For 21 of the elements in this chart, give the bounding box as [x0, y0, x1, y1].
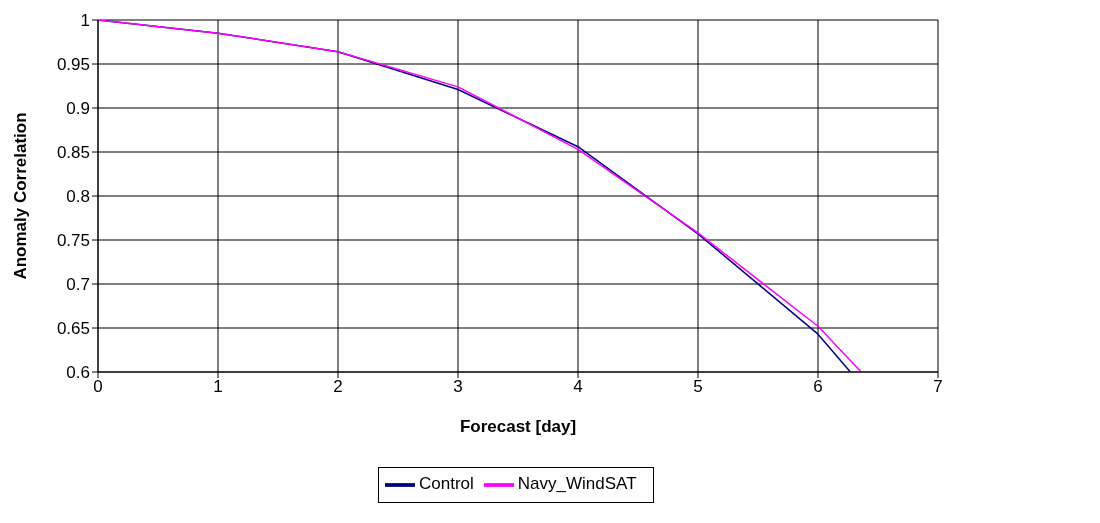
y-tick-label: 0.6: [66, 363, 90, 383]
y-tick-label: 0.75: [56, 231, 90, 251]
x-tick-label: 6: [813, 377, 823, 397]
x-tick-label: 5: [693, 377, 703, 397]
y-tick-label: 1: [80, 11, 90, 31]
y-tick-label: 0.8: [66, 187, 90, 207]
x-tick-label: 0: [93, 377, 103, 397]
legend-label: Navy_WindSAT: [517, 474, 637, 494]
y-axis-title: Anomaly Correlation: [11, 112, 31, 280]
x-axis-title: Forecast [day]: [459, 417, 577, 437]
y-tick-label: 0.65: [56, 319, 90, 339]
x-tick-label: 7: [933, 377, 943, 397]
legend-label: Control: [419, 474, 474, 494]
x-tick-label: 3: [453, 377, 463, 397]
y-tick-label: 0.7: [66, 275, 90, 295]
y-tick-label: 0.9: [66, 99, 90, 119]
x-tick-label: 2: [333, 377, 343, 397]
x-tick-label: 4: [573, 377, 583, 397]
y-tick-label: 0.95: [56, 55, 90, 75]
y-tick-label: 0.85: [56, 143, 90, 163]
x-tick-label: 1: [213, 377, 223, 397]
